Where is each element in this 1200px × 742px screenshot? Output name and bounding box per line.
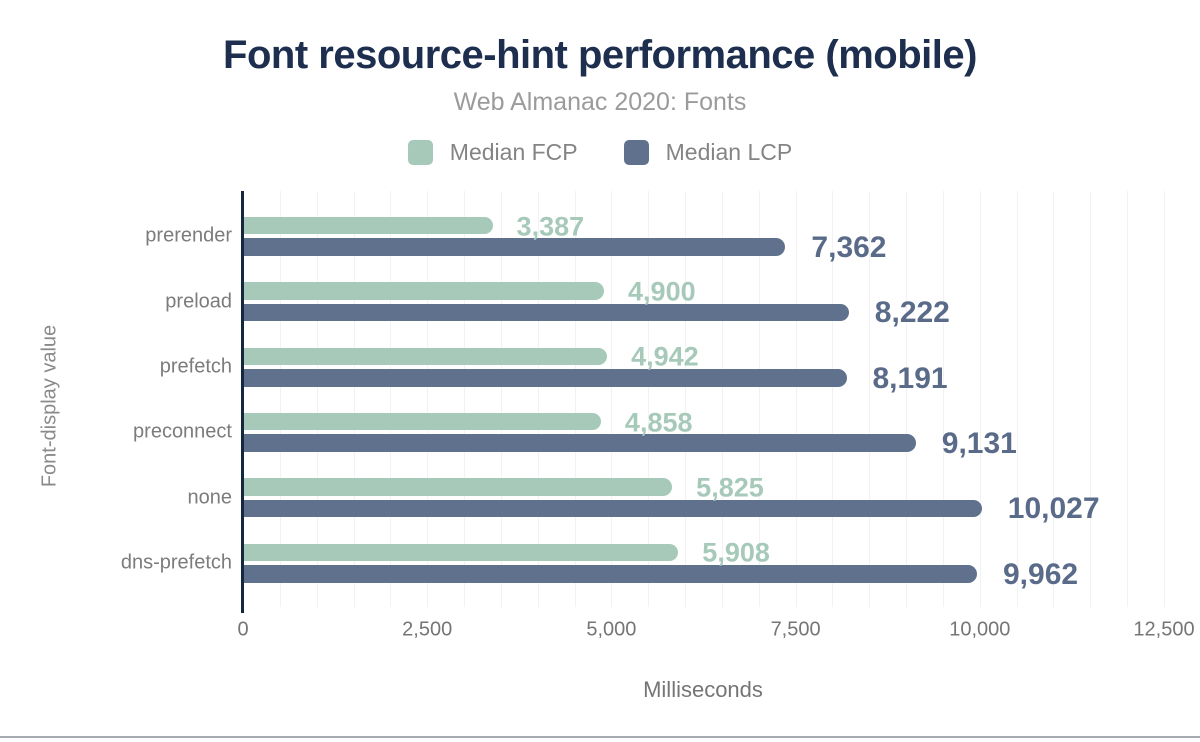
bar-median-fcp-prefetch[interactable] bbox=[243, 347, 608, 366]
bar-median-fcp-preload[interactable] bbox=[243, 282, 605, 300]
gridline bbox=[500, 191, 502, 607]
value-label-median-lcp-dns-prefetch: 9,962 bbox=[1003, 557, 1079, 591]
gridline bbox=[648, 191, 650, 607]
value-label-median-fcp-dns-prefetch: 5,908 bbox=[702, 537, 770, 568]
category-label-prefetch: prefetch bbox=[159, 355, 232, 378]
x-axis-title: Milliseconds bbox=[643, 677, 763, 702]
x-axis-tick-label-12500: 12,500 bbox=[1133, 618, 1195, 641]
gridline bbox=[353, 191, 355, 607]
category-label-preload: preload bbox=[165, 290, 232, 313]
bar-median-lcp-dns-prefetch[interactable] bbox=[243, 565, 977, 583]
gridline bbox=[390, 191, 392, 607]
bar-median-fcp-prerender[interactable] bbox=[243, 216, 493, 235]
gridline bbox=[685, 191, 687, 607]
y-axis-title: Font-display value bbox=[38, 324, 61, 488]
gridline bbox=[427, 191, 429, 607]
value-label-median-fcp-none: 5,825 bbox=[696, 472, 764, 503]
gridline bbox=[1090, 191, 1092, 607]
value-label-median-lcp-preload: 8,222 bbox=[874, 296, 950, 330]
x-axis-tick-label-2500: 2,500 bbox=[402, 618, 453, 641]
category-label-preconnect: preconnect bbox=[133, 420, 232, 443]
gridline bbox=[574, 191, 576, 607]
bar-median-lcp-prerender[interactable] bbox=[243, 238, 786, 256]
gridline bbox=[1016, 191, 1018, 607]
category-label-dns-prefetch: dns-prefetch bbox=[120, 551, 232, 574]
value-label-median-fcp-preload: 4,900 bbox=[628, 276, 696, 307]
value-label-median-fcp-preconnect: 4,858 bbox=[624, 407, 693, 438]
value-label-median-lcp-none: 10,027 bbox=[1007, 492, 1100, 526]
category-label-prerender: prerender bbox=[145, 224, 232, 247]
chart-title: Font resource-hint performance (mobile) bbox=[223, 33, 977, 77]
value-label-median-fcp-prefetch: 4,942 bbox=[631, 341, 699, 372]
chart-subtitle: Web Almanac 2020: Fonts bbox=[453, 88, 747, 116]
gridline bbox=[611, 191, 613, 607]
gridline bbox=[795, 191, 797, 607]
legend-label-median-lcp: Median LCP bbox=[665, 139, 793, 165]
bar-median-lcp-preload[interactable] bbox=[243, 303, 849, 322]
bar-median-fcp-dns-prefetch[interactable] bbox=[243, 543, 679, 562]
value-label-median-lcp-prerender: 7,362 bbox=[811, 231, 887, 265]
x-axis-tick-label-10000: 10,000 bbox=[949, 618, 1011, 641]
bar-median-lcp-prefetch[interactable] bbox=[243, 369, 847, 387]
bar-median-fcp-none[interactable] bbox=[243, 478, 673, 496]
gridline bbox=[1053, 191, 1055, 607]
gridline bbox=[279, 191, 281, 607]
legend-item-median-lcp: Median LCP bbox=[623, 139, 793, 166]
gridline bbox=[942, 191, 944, 607]
legend-swatch-median-lcp bbox=[623, 140, 649, 165]
legend-item-median-fcp: Median FCP bbox=[407, 139, 578, 166]
gridline bbox=[1127, 191, 1129, 607]
gridline bbox=[906, 191, 908, 607]
bottom-border bbox=[0, 736, 1200, 738]
x-axis-tick-label-7500: 7,500 bbox=[770, 618, 821, 641]
value-label-median-lcp-prefetch: 8,191 bbox=[872, 361, 948, 395]
legend: Median FCP Median LCP bbox=[0, 139, 1200, 166]
gridline bbox=[832, 191, 834, 607]
bar-median-lcp-none[interactable] bbox=[243, 499, 982, 518]
y-axis-line bbox=[241, 191, 244, 613]
category-label-none: none bbox=[187, 486, 233, 509]
gridline bbox=[316, 191, 318, 607]
legend-label-median-fcp: Median FCP bbox=[449, 139, 578, 165]
x-axis-tick-label-5000: 5,000 bbox=[586, 618, 637, 641]
value-label-median-lcp-preconnect: 9,131 bbox=[941, 427, 1017, 461]
gridline bbox=[464, 191, 466, 607]
bar-median-lcp-preconnect[interactable] bbox=[243, 434, 916, 452]
x-axis-tick-label-0: 0 bbox=[237, 618, 249, 641]
gridline bbox=[1164, 191, 1165, 607]
bar-median-fcp-preconnect[interactable] bbox=[243, 412, 601, 431]
gridline bbox=[869, 191, 871, 607]
value-label-median-fcp-prerender: 3,387 bbox=[516, 211, 585, 242]
gridline bbox=[979, 191, 981, 607]
legend-swatch-median-fcp bbox=[407, 140, 433, 165]
gridline bbox=[721, 191, 723, 607]
gridline bbox=[537, 191, 539, 607]
gridline bbox=[758, 191, 760, 607]
